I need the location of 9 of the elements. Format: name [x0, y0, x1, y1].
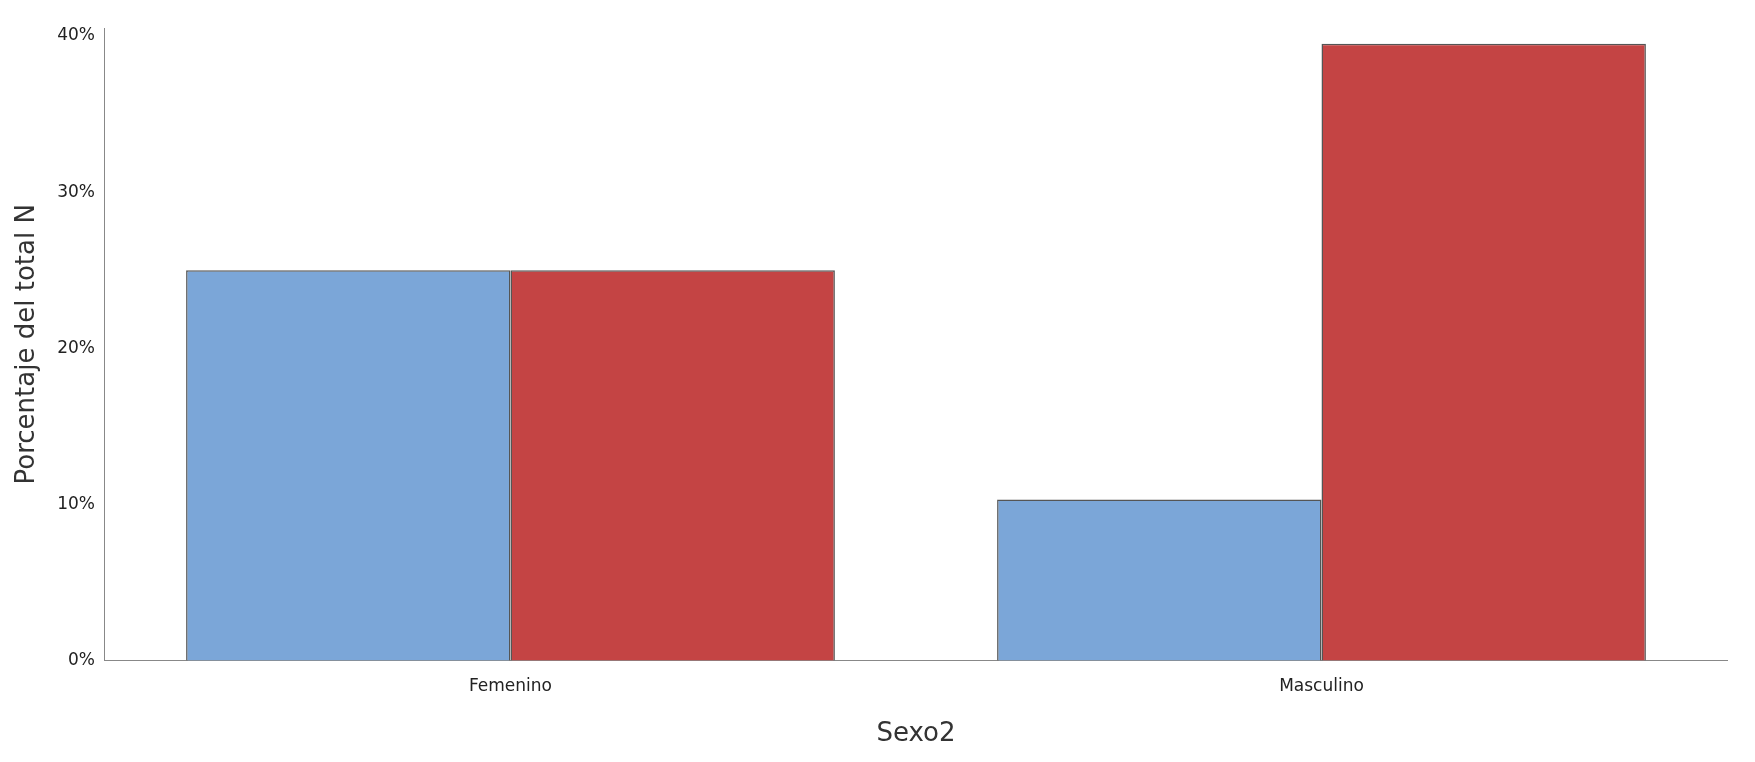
y-tick-label: 40% — [57, 24, 95, 45]
x-tick-label: Femenino — [468, 675, 552, 696]
y-tick-label: 0% — [68, 648, 95, 669]
y-axis-title: Porcentaje del total N — [10, 204, 41, 485]
y-tick-label: 20% — [57, 336, 95, 357]
y-tick-label: 30% — [57, 180, 95, 201]
y-tick-label: 10% — [57, 492, 95, 513]
x-tick-label: Masculino — [1279, 675, 1364, 696]
x-axis-title: Sexo2 — [876, 717, 956, 748]
